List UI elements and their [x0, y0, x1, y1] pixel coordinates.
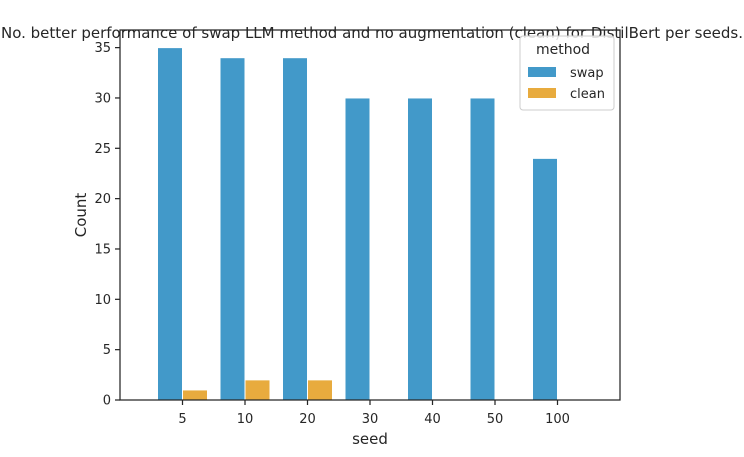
legend-title: method [536, 42, 590, 58]
x-tick-label: 30 [362, 412, 379, 427]
bar-clean-5 [182, 389, 208, 401]
bar-clean-10 [244, 379, 271, 401]
x-tick-label: 10 [237, 412, 254, 427]
bar-clean-20 [307, 379, 333, 401]
x-tick-label: 40 [424, 412, 441, 427]
legend-label-clean: clean [570, 87, 605, 102]
legend-swatch-clean [528, 88, 556, 98]
bar-swap-30 [344, 97, 371, 401]
y-tick-label: 10 [94, 293, 111, 308]
x-axis: 5 10 20 30 40 50 100 [178, 400, 570, 427]
bar-swap-5 [157, 47, 183, 401]
y-tick-label: 0 [103, 394, 111, 409]
x-tick-label: 50 [487, 412, 504, 427]
bar-swap-100 [532, 157, 558, 401]
bars-layer [157, 47, 558, 401]
legend-label-swap: swap [570, 66, 604, 81]
legend-swatch-swap [528, 67, 556, 77]
y-axis-label: Count [72, 193, 90, 238]
y-tick-label: 15 [94, 242, 111, 257]
y-axis: 0 5 10 15 20 25 30 35 [94, 41, 120, 409]
legend: method swap clean [519, 35, 615, 111]
y-tick-label: 20 [94, 192, 111, 207]
x-tick-label: 20 [299, 412, 316, 427]
x-axis-label: seed [352, 430, 388, 448]
bar-swap-40 [407, 97, 433, 401]
bar-swap-50 [469, 97, 496, 401]
y-tick-label: 5 [103, 343, 111, 358]
chart-title: No. better performance of swap LLM metho… [1, 24, 743, 42]
y-tick-label: 30 [94, 91, 111, 106]
x-tick-label: 5 [178, 412, 186, 427]
bar-swap-20 [282, 57, 308, 401]
y-tick-label: 25 [94, 142, 111, 157]
y-tick-label: 35 [94, 41, 111, 56]
x-tick-label: 100 [545, 412, 570, 427]
bar-swap-10 [219, 57, 246, 401]
